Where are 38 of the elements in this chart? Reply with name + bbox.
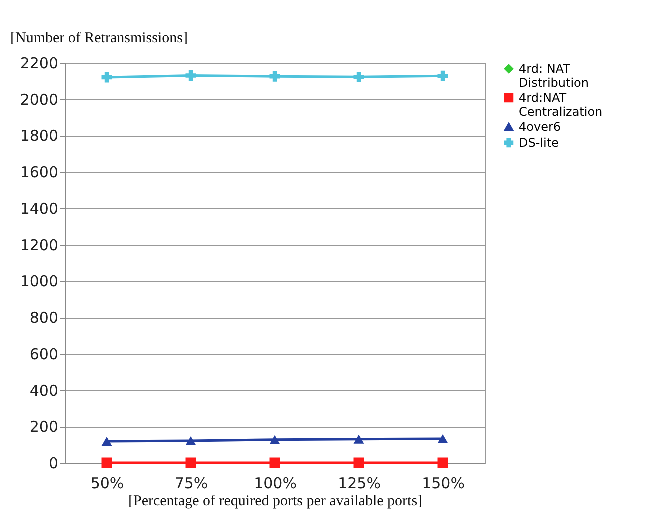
y-tick-label: 400 — [30, 382, 58, 400]
y-tick-label: 1800 — [20, 127, 58, 146]
x-tick-label: 150% — [422, 474, 465, 492]
x-tick-label: 125% — [338, 474, 381, 492]
x-tick-label: 100% — [254, 474, 297, 492]
y-tick-label: 0 — [48, 454, 58, 472]
legend-label: DS-lite — [519, 136, 559, 150]
point — [186, 458, 196, 468]
point — [102, 72, 112, 83]
point — [270, 458, 280, 468]
y-tick-label: 200 — [30, 418, 58, 436]
point — [102, 458, 112, 468]
y-tick-label: 1000 — [20, 272, 58, 291]
legend-label: 4over6 — [519, 120, 562, 134]
y-tick-label: 2000 — [20, 90, 58, 109]
point — [186, 436, 196, 446]
point — [102, 437, 112, 446]
point — [438, 70, 448, 82]
y-tick-label: 2200 — [20, 54, 58, 72]
y-tick-label: 800 — [30, 309, 58, 328]
point — [270, 71, 280, 82]
y-tick-label: 1600 — [20, 164, 58, 182]
legend-label: 4rd: NAT Distribution — [519, 62, 590, 90]
y-tick-label: 1400 — [20, 200, 58, 218]
x-axis-title: [Percentage of required ports per available ports] — [128, 494, 423, 510]
point — [438, 458, 448, 468]
x-tick-label: 50% — [90, 474, 124, 492]
legend-label: 4rd:NAT Centralization — [519, 91, 603, 119]
point — [354, 458, 364, 468]
y-tick-label: 600 — [30, 345, 58, 364]
point — [354, 434, 364, 444]
point — [354, 72, 364, 82]
point — [438, 434, 448, 444]
point — [186, 70, 196, 81]
y-axis-title: [Number of Retransmissions] — [10, 30, 188, 46]
y-tick-label: 1200 — [20, 236, 58, 254]
point — [270, 435, 280, 444]
x-tick-label: 75% — [174, 474, 208, 492]
